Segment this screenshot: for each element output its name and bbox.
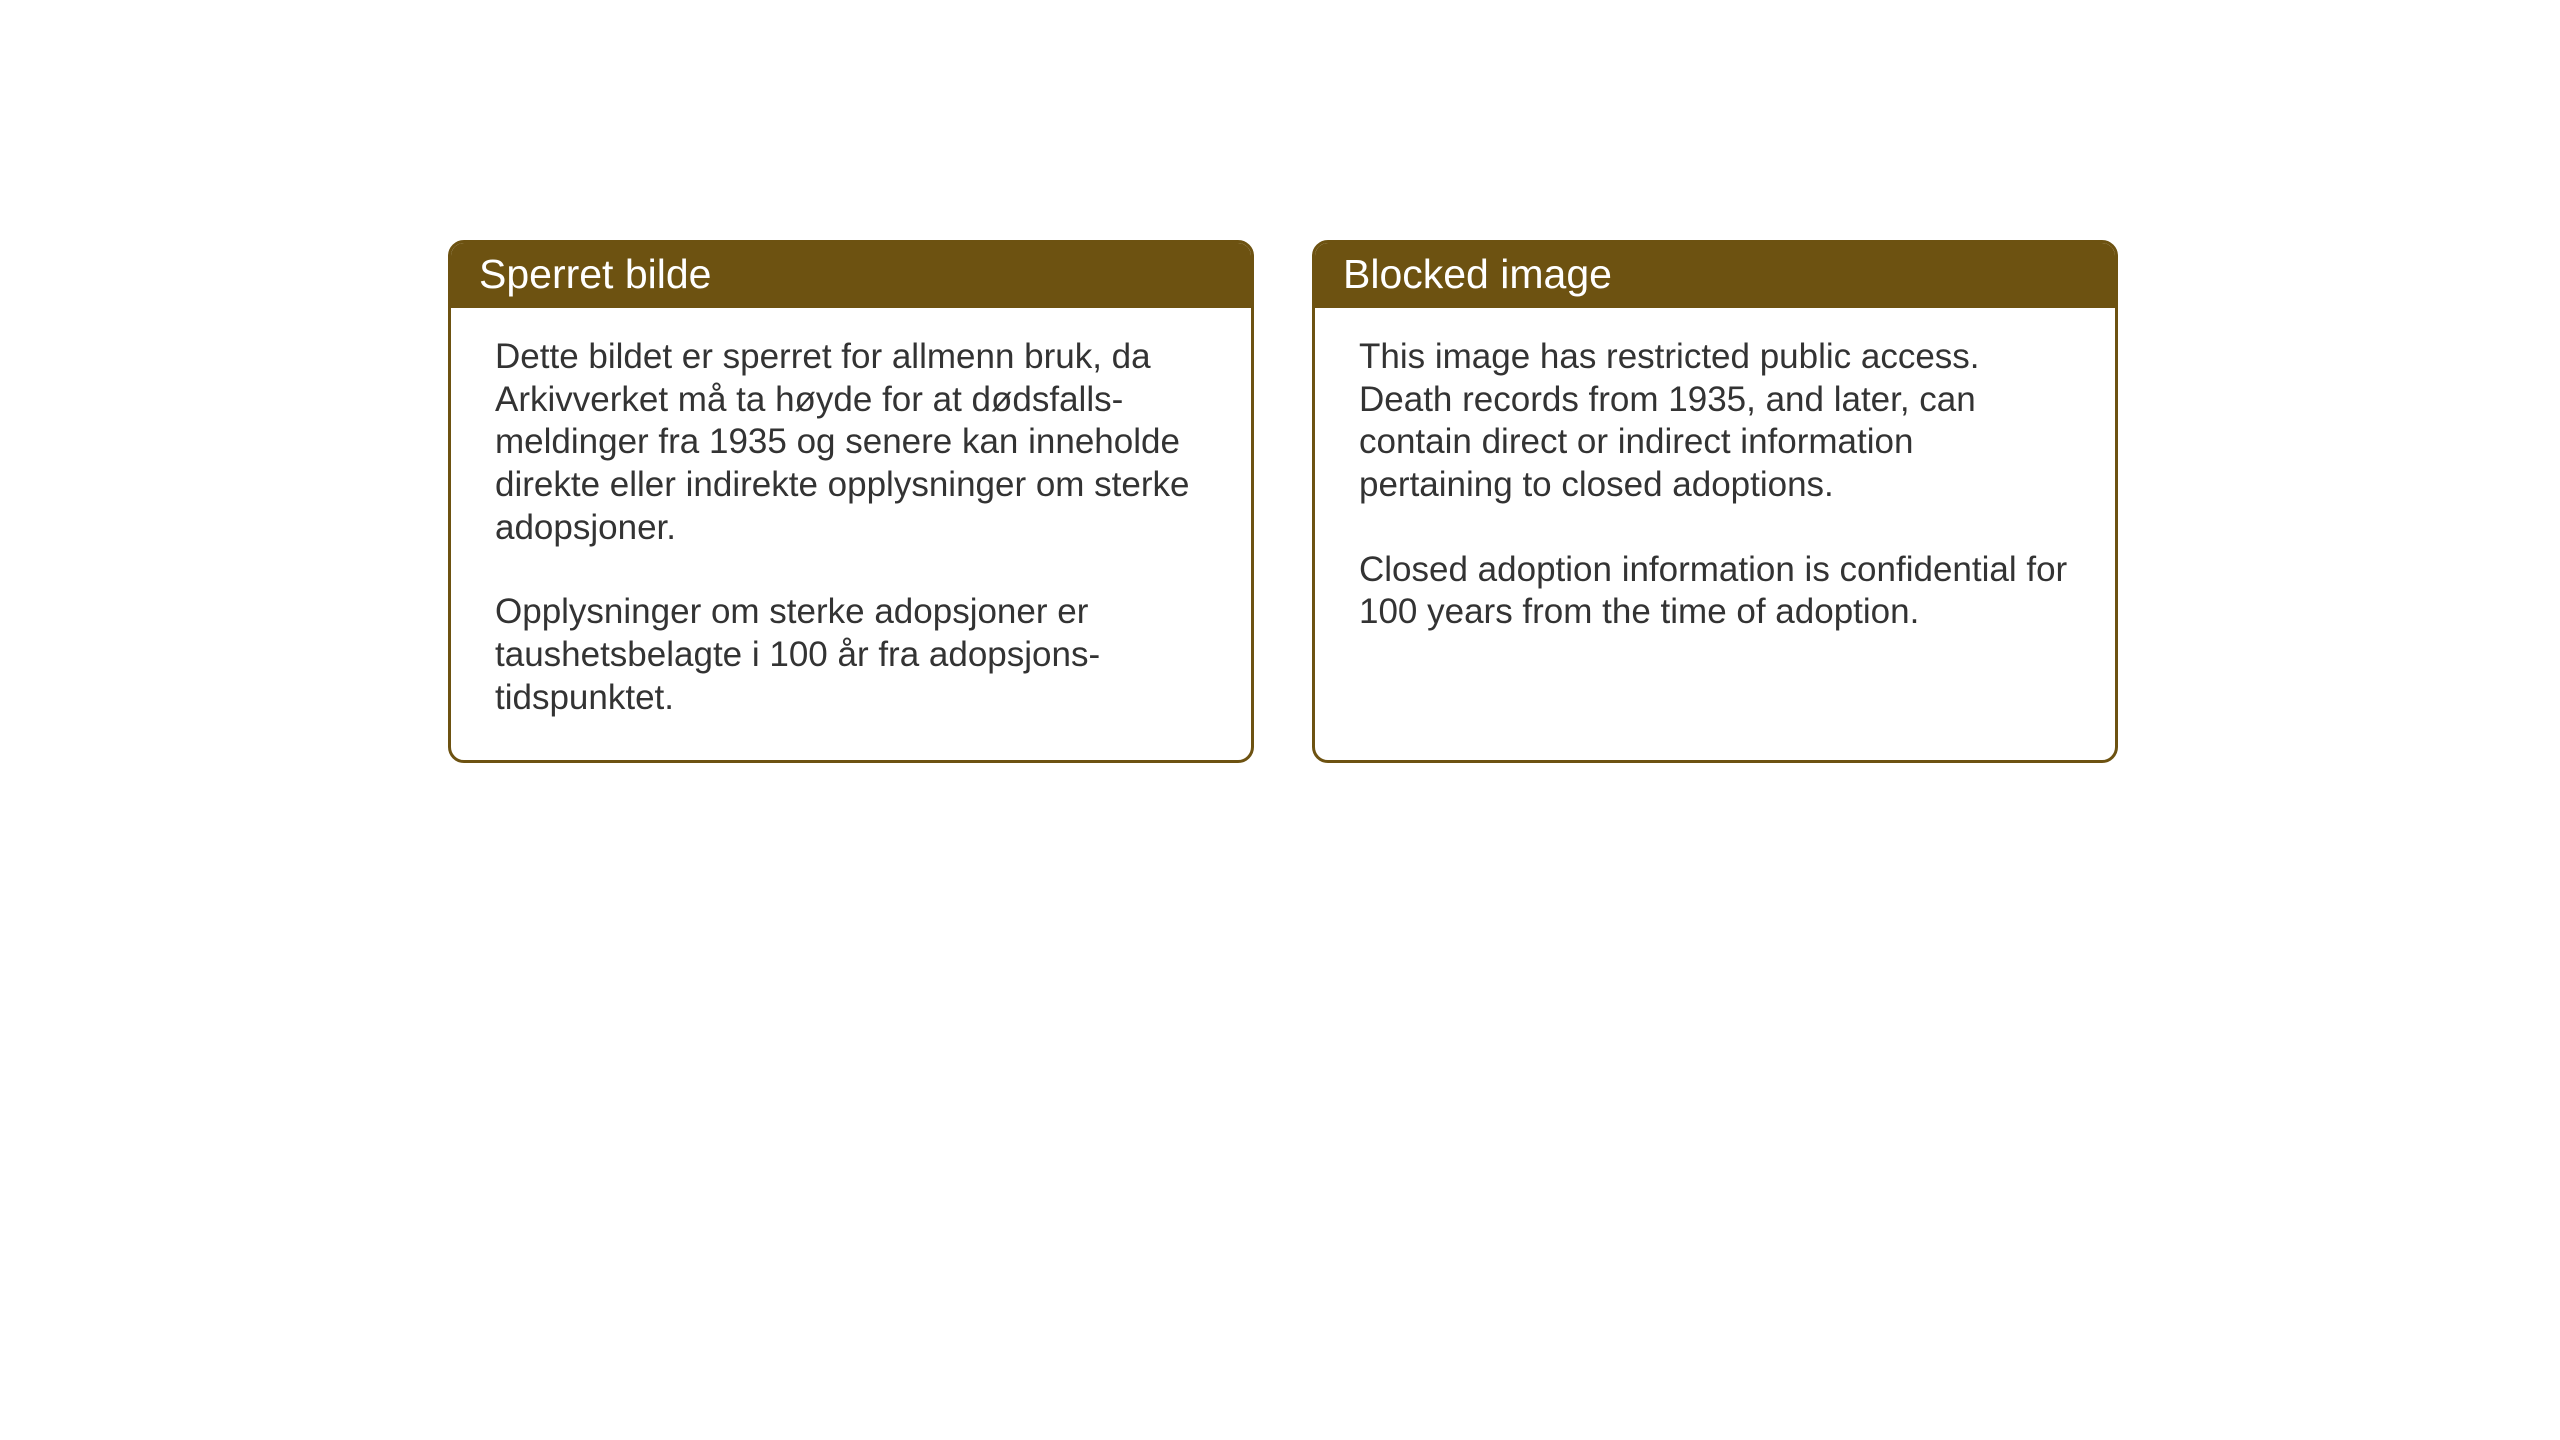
card-title-english: Blocked image <box>1343 251 1612 297</box>
card-body-english: This image has restricted public access.… <box>1315 308 2115 748</box>
card-paragraph2-english: Closed adoption information is confident… <box>1359 549 2071 634</box>
card-paragraph2-norwegian: Opplysninger om sterke adopsjoner er tau… <box>495 591 1207 719</box>
card-header-english: Blocked image <box>1315 243 2115 308</box>
cards-container: Sperret bilde Dette bildet er sperret fo… <box>448 240 2118 763</box>
card-paragraph1-english: This image has restricted public access.… <box>1359 336 2071 507</box>
card-norwegian: Sperret bilde Dette bildet er sperret fo… <box>448 240 1254 763</box>
card-body-norwegian: Dette bildet er sperret for allmenn bruk… <box>451 308 1251 760</box>
card-english: Blocked image This image has restricted … <box>1312 240 2118 763</box>
card-paragraph1-norwegian: Dette bildet er sperret for allmenn bruk… <box>495 336 1207 549</box>
card-title-norwegian: Sperret bilde <box>479 251 711 297</box>
card-header-norwegian: Sperret bilde <box>451 243 1251 308</box>
